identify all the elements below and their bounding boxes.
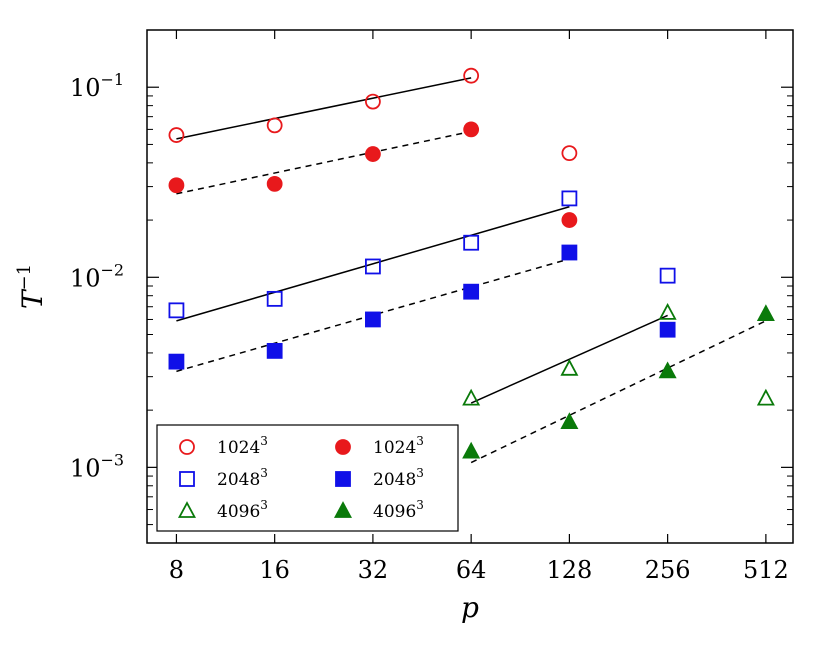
data-point-square-open: [365, 258, 381, 275]
x-tick-label: 64: [456, 556, 487, 584]
y-tick-label: 10−1: [70, 70, 124, 102]
data-point-circle-open: [561, 145, 578, 162]
data-point-triangle-filled: [462, 441, 481, 459]
x-tick-label: 8: [169, 556, 184, 584]
data-point-triangle-open: [756, 388, 775, 406]
data-point-square-open: [463, 234, 480, 251]
x-tick-label: 32: [358, 556, 389, 584]
data-point-triangle-open: [658, 302, 677, 320]
x-axis-ticks: 8 16 32 64 128 256 512: [169, 30, 789, 584]
data-point-square-filled: [168, 353, 185, 370]
legend-marker-square-filled: [335, 471, 351, 487]
data-point-circle-open: [266, 117, 283, 134]
legend-box: [156, 424, 459, 532]
data-point-square-filled: [365, 311, 381, 328]
data-markers: [168, 67, 775, 459]
legend-label: 10243: [373, 434, 424, 458]
fit-line-dashed: [176, 258, 570, 373]
legend-marker-circle-open: [179, 439, 195, 455]
data-point-circle-open: [168, 127, 185, 143]
y-tick-label: 10−2: [70, 260, 124, 292]
data-point-square-filled: [561, 244, 578, 261]
data-point-square-open: [266, 290, 283, 307]
legend-label: 20483: [217, 466, 268, 490]
data-point-triangle-filled: [658, 361, 677, 379]
x-tick-label: 512: [743, 556, 789, 584]
x-tick-label: 128: [546, 556, 592, 584]
data-point-triangle-filled: [756, 304, 775, 322]
x-axis-label: p: [461, 591, 479, 624]
x-tick-label: 256: [645, 556, 691, 584]
fit-line-solid: [176, 206, 570, 322]
data-point-square-filled: [659, 321, 676, 338]
x-tick-label: 16: [259, 556, 290, 584]
fit-line-dashed: [176, 130, 472, 195]
fit-line-solid: [176, 77, 472, 140]
fit-line-dashed: [470, 320, 767, 464]
legend-label: 10243: [217, 434, 268, 458]
legend-marker-circle-filled: [335, 439, 351, 455]
data-point-circle-filled: [463, 121, 480, 138]
legend-label: 40963: [373, 498, 424, 522]
data-point-circle-filled: [561, 212, 578, 228]
y-axis-label: T−1: [14, 264, 49, 309]
legend-marker-triangle-open: [177, 501, 197, 518]
data-point-square-filled: [266, 342, 283, 359]
data-point-triangle-filled: [560, 412, 579, 430]
y-tick-label: 10−3: [70, 450, 124, 482]
legend-label: 40963: [217, 498, 268, 522]
plot-frame: [146, 29, 794, 544]
legend: 10243 20483 40963 10243 20483 40963: [156, 424, 459, 532]
data-point-circle-filled: [365, 146, 381, 162]
data-point-triangle-open: [462, 388, 481, 406]
y-axis-ticks: 10−1 10−2 10−3: [70, 70, 793, 482]
data-point-circle-filled: [168, 177, 185, 194]
legend-marker-square-open: [179, 471, 195, 487]
data-point-circle-open: [463, 67, 480, 84]
data-point-square-open: [561, 190, 578, 207]
fit-lines: [176, 77, 767, 464]
data-point-square-filled: [463, 283, 480, 300]
legend-label: 20483: [373, 466, 424, 490]
legend-marker-triangle-filled: [333, 501, 353, 518]
data-point-circle-open: [365, 93, 381, 110]
data-point-triangle-open: [560, 358, 579, 376]
data-point-square-open: [168, 302, 185, 319]
data-point-circle-filled: [266, 175, 283, 192]
y-minor-ticks: [147, 29, 793, 544]
data-point-square-open: [659, 267, 676, 284]
